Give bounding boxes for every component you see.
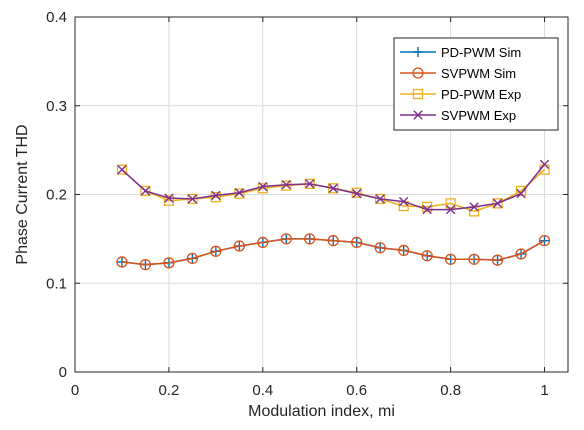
legend-item: SVPWM Sim [400, 66, 516, 81]
series-layer [116, 159, 551, 271]
y-tick-label: 0 [59, 364, 67, 381]
legend-marker [412, 67, 424, 79]
x-tick-label: 1 [540, 382, 548, 399]
data-point [304, 233, 316, 245]
data-point [139, 258, 152, 271]
series-svpwm-sim [116, 233, 551, 271]
data-point [164, 193, 174, 203]
data-point [258, 181, 268, 192]
data-point [140, 186, 151, 196]
data-point [374, 242, 386, 254]
data-point [352, 188, 362, 199]
data-point [305, 179, 315, 189]
data-point [328, 183, 338, 193]
data-point [445, 198, 456, 209]
data-point [469, 202, 479, 212]
y-tick-label: 0.2 [46, 187, 67, 204]
data-point [140, 185, 151, 197]
data-point [280, 233, 292, 245]
legend-marker [413, 47, 423, 57]
data-point [327, 234, 339, 247]
data-point [538, 234, 551, 247]
data-point [328, 183, 339, 194]
data-point [186, 252, 199, 265]
x-axis-label: Modulation index, mi [248, 403, 395, 420]
legend-item: PD-PWM Sim [400, 45, 521, 60]
data-point [116, 256, 128, 268]
legend-label: SVPWM Exp [441, 108, 516, 123]
data-point [422, 204, 432, 215]
y-tick-label: 0.1 [46, 275, 67, 292]
data-point [444, 253, 457, 265]
data-point [539, 159, 550, 170]
legend-label: PD-PWM Exp [441, 87, 521, 102]
data-point [187, 194, 198, 204]
data-point [210, 192, 222, 203]
ticks: 0 0.2 0.4 0.6 0.8 1 0 0.1 0.2 0.3 0.4 [46, 9, 568, 399]
data-point [257, 236, 269, 249]
data-point [398, 244, 410, 257]
data-point [351, 236, 363, 249]
data-point [445, 204, 456, 215]
data-point [281, 180, 291, 190]
y-tick-label: 0.3 [46, 98, 67, 115]
data-point [210, 245, 222, 257]
data-point [421, 201, 433, 213]
y-axis-label: Phase Current THD [14, 124, 31, 264]
legend-item: SVPWM Exp [400, 108, 516, 123]
data-point [516, 188, 526, 199]
data-point [233, 240, 245, 252]
data-point [491, 254, 504, 266]
legend-marker [413, 110, 423, 120]
y-tick-label: 0.4 [46, 9, 67, 26]
series-line [121, 238, 545, 266]
x-tick-label: 0.4 [252, 382, 273, 399]
series-svpwm-exp [117, 159, 550, 215]
data-point [539, 235, 550, 246]
data-point [398, 196, 409, 207]
legend: PD-PWM Sim SVPWM Sim PD-PWM Exp SVPWM Exp [393, 37, 559, 131]
data-point [163, 195, 175, 206]
data-point [117, 164, 127, 175]
data-point [468, 253, 480, 265]
legend-marker [412, 88, 424, 100]
data-point [163, 257, 175, 269]
legend-label: SVPWM Sim [441, 66, 516, 81]
data-point [421, 250, 433, 262]
legend-item: PD-PWM Exp [400, 87, 521, 102]
data-point [116, 164, 128, 175]
data-point [234, 188, 245, 198]
data-point [211, 190, 221, 201]
data-point [492, 198, 503, 209]
legend-label: PD-PWM Sim [441, 45, 521, 60]
data-point [515, 248, 527, 260]
x-tick-label: 0 [71, 382, 79, 399]
x-tick-label: 0.8 [440, 382, 461, 399]
x-tick-label: 0.6 [346, 382, 367, 399]
data-point [515, 185, 527, 197]
data-point [375, 194, 385, 204]
x-tick-label: 0.2 [158, 382, 179, 399]
